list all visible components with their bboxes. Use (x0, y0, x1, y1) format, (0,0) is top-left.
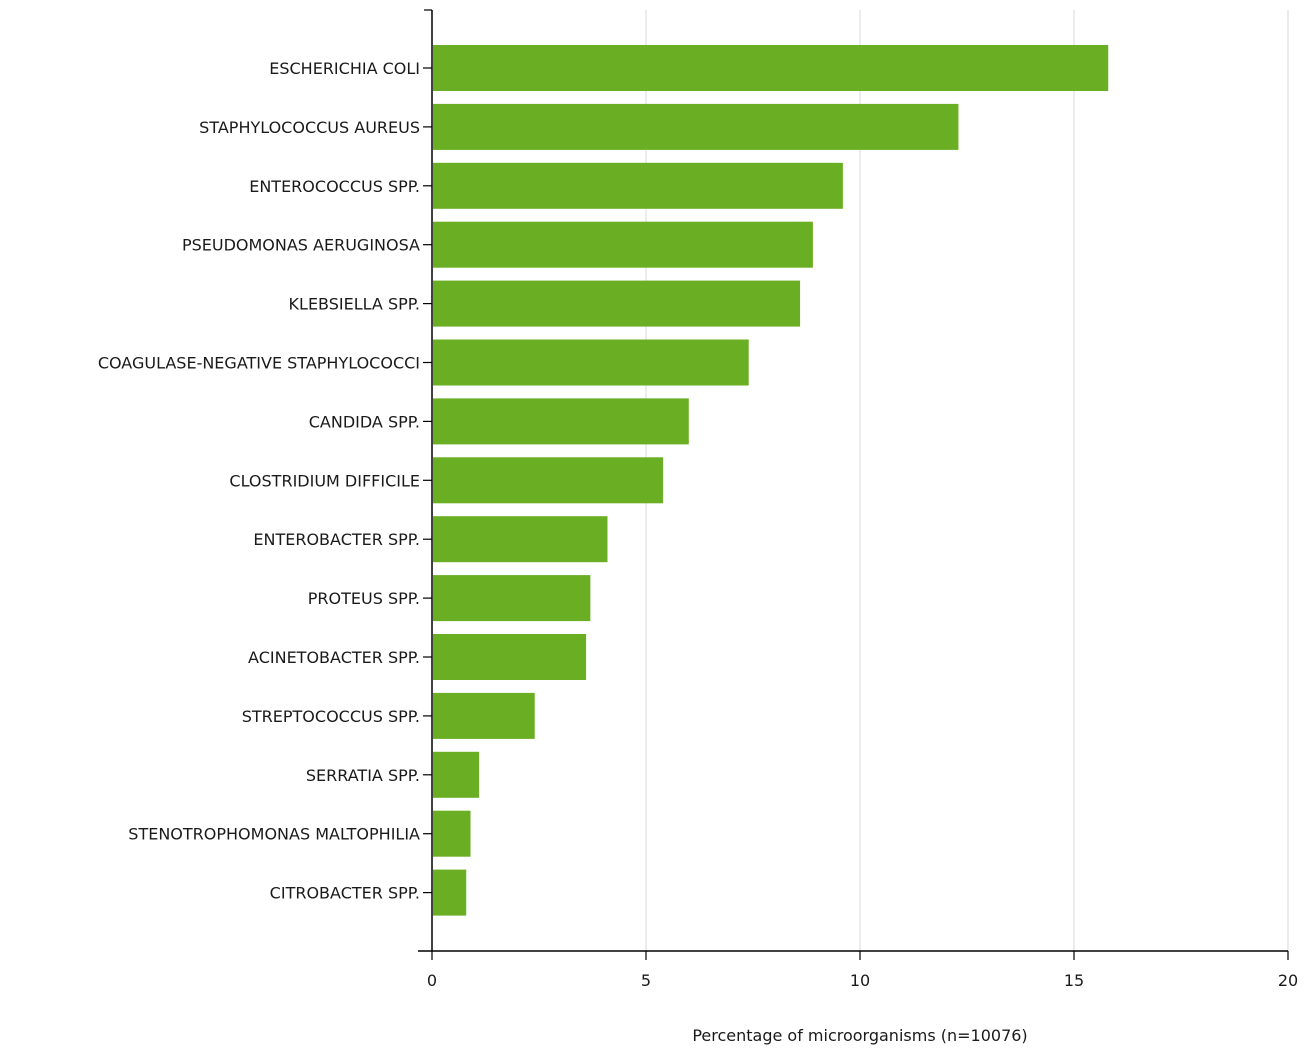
x-axis-title: Percentage of microorganisms (n=10076) (692, 1026, 1027, 1045)
bar-escherichia-coli (433, 45, 1109, 91)
bar-stenotrophomonas-maltophilia (433, 810, 471, 857)
bar-pseudomonas-aeruginosa (433, 221, 813, 268)
bar-acinetobacter-spp (433, 634, 587, 680)
bar-proteus-spp (433, 575, 591, 622)
x-tick-label-10: 10 (850, 971, 870, 990)
category-label: STAPHYLOCOCCUS AUREUS (199, 118, 420, 137)
grid-lines (645, 10, 1289, 951)
x-tick-labels: 0 5 10 15 20 (427, 971, 1298, 990)
bar-serratia-spp (433, 751, 480, 798)
category-label: CANDIDA SPP. (309, 412, 420, 431)
category-label: PSEUDOMONAS AERUGINOSA (182, 236, 420, 255)
bar-clostridium-difficile (433, 457, 664, 504)
category-label: COAGULASE-NEGATIVE STAPHYLOCOCCI (98, 354, 420, 373)
x-tick-label-5: 5 (641, 971, 651, 990)
category-label: PROTEUS SPP. (308, 589, 420, 608)
bar-staphylococcus-aureus (433, 103, 959, 150)
category-labels: ESCHERICHIA COLI STAPHYLOCOCCUS AUREUS ENT… (98, 59, 420, 903)
category-label: SERRATIA SPP. (306, 766, 420, 785)
category-label: STENOTROPHOMONAS MALTOPHILIA (128, 825, 420, 844)
bars (433, 45, 1109, 916)
bar-enterococcus-spp (433, 162, 843, 209)
category-label: CLOSTRIDIUM DIFFICILE (229, 471, 420, 490)
bar-citrobacter-spp (433, 869, 467, 916)
bar-coagulase-negative-staphylococci (433, 339, 749, 386)
category-label: ACINETOBACTER SPP. (248, 648, 420, 667)
bar-streptococcus-spp (433, 692, 535, 739)
category-label: ENTEROBACTER SPP. (253, 530, 420, 549)
bar-klebsiella-spp (433, 280, 801, 327)
axes (418, 9, 1289, 960)
bar-candida-spp (433, 398, 689, 445)
category-label: KLEBSIELLA SPP. (289, 295, 420, 314)
x-tick-label-15: 15 (1064, 971, 1084, 990)
x-tick-label-0: 0 (427, 971, 437, 990)
category-label: STREPTOCOCCUS SPP. (242, 707, 420, 726)
x-tick-label-20: 20 (1278, 971, 1298, 990)
category-label: CITROBACTER SPP. (270, 884, 420, 903)
bar-enterobacter-spp (433, 516, 608, 563)
category-label: ENTEROCOCCUS SPP. (249, 177, 420, 196)
category-label: ESCHERICHIA COLI (269, 59, 420, 78)
